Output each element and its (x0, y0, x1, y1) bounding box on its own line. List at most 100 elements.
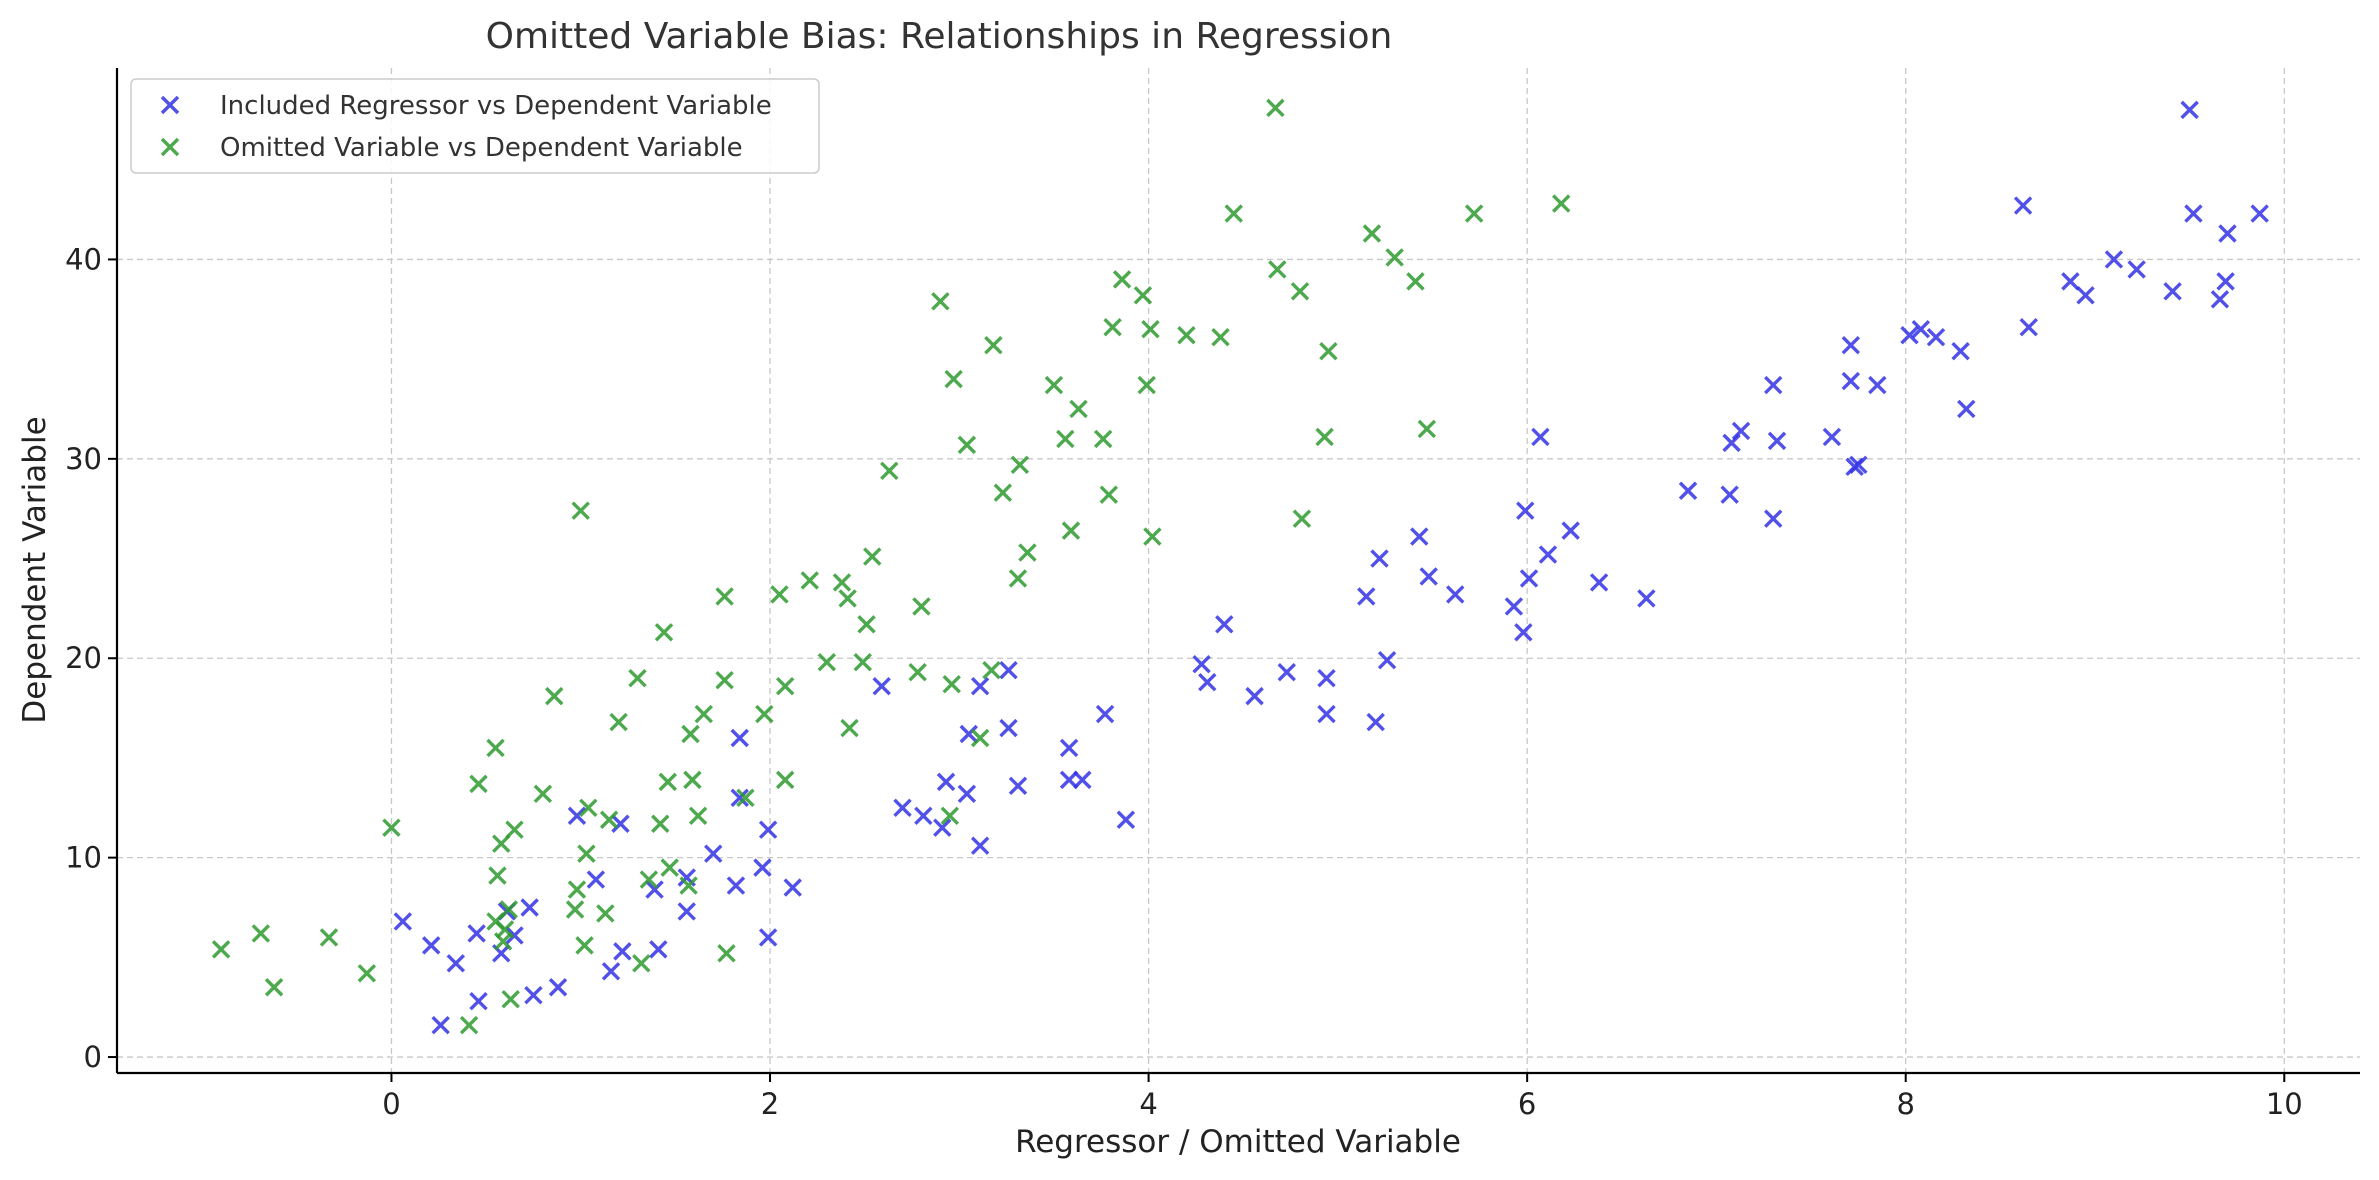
data-point (681, 724, 700, 744)
data-point (1385, 248, 1404, 267)
data-point (840, 718, 859, 738)
data-point (800, 571, 819, 590)
data-point (736, 788, 755, 808)
data-point (1637, 589, 1656, 608)
data-point (1290, 282, 1310, 301)
data-point (571, 501, 590, 520)
data-point (649, 940, 668, 959)
data-point (1069, 399, 1088, 419)
data-point (579, 798, 598, 817)
data-point (1268, 260, 1287, 279)
data-point (1561, 521, 1580, 540)
y-tick-label: 30 (65, 442, 102, 476)
data-point (505, 926, 524, 945)
data-point (1315, 427, 1334, 447)
data-point (548, 978, 568, 997)
data-point (1841, 335, 1861, 355)
y-tick-label: 40 (65, 242, 102, 276)
data-point (2180, 100, 2199, 120)
data-point (893, 798, 912, 817)
data-point (694, 704, 713, 724)
data-point (1764, 509, 1783, 528)
data-point (2250, 204, 2269, 223)
data-point (565, 900, 585, 919)
data-point (2163, 282, 2182, 301)
data-point (1103, 318, 1122, 337)
legend-label: Omitted Variable vs Dependent Variable (220, 133, 743, 163)
data-point (1245, 686, 1264, 706)
legend-marker (160, 137, 180, 157)
series-omitted-variable (211, 98, 1571, 1035)
data-point (942, 674, 961, 694)
data-point (1317, 704, 1336, 724)
series-included-regressor (393, 100, 2269, 1035)
data-point (567, 806, 587, 825)
data-point (683, 770, 702, 790)
data-point (677, 902, 696, 921)
data-point (1589, 573, 1609, 592)
data-point (211, 940, 231, 959)
data-point (1552, 194, 1571, 213)
data-point (758, 820, 778, 839)
data-point (1516, 501, 1535, 520)
data-point (1141, 320, 1160, 339)
data-point (1446, 585, 1465, 604)
data-point (1010, 455, 1030, 475)
data-point (957, 784, 977, 804)
x-tick-label: 2 (761, 1087, 779, 1121)
data-point (755, 704, 774, 724)
data-point (1957, 399, 1976, 419)
data-point (492, 834, 511, 853)
data-point (1900, 325, 1919, 345)
data-point (1722, 433, 1741, 453)
data-point (999, 718, 1018, 738)
data-point (2127, 260, 2146, 279)
data-point (1133, 286, 1153, 305)
data-point (717, 944, 736, 963)
data-point (575, 936, 594, 955)
data-point (1370, 549, 1389, 568)
data-point (658, 772, 678, 792)
data-point (264, 978, 284, 997)
data-point (857, 615, 876, 634)
data-point (936, 772, 956, 792)
legend-box (130, 78, 820, 174)
data-point (970, 836, 990, 855)
data-point (688, 806, 708, 825)
data-point (1198, 672, 1217, 692)
data-point (467, 924, 486, 943)
data-point (730, 728, 749, 748)
data-point (984, 335, 1003, 355)
data-point (775, 770, 795, 790)
data-point (1008, 776, 1028, 796)
data-point (393, 912, 413, 931)
data-point (1678, 481, 1698, 500)
data-point (1822, 427, 1842, 447)
data-point (730, 788, 749, 808)
data-point (1277, 662, 1296, 682)
data-point (2076, 286, 2095, 305)
data-point (431, 1015, 450, 1035)
data-point (486, 738, 505, 758)
data-point (970, 676, 990, 696)
data-point (1266, 98, 1285, 118)
data-point (715, 670, 734, 690)
data-point (545, 686, 564, 706)
data-point (1926, 327, 1946, 347)
data-point (524, 986, 543, 1005)
data-point (1514, 623, 1533, 642)
data-point (982, 660, 1001, 680)
axes (115, 68, 2360, 1075)
data-point (914, 806, 933, 825)
data-point (758, 928, 778, 947)
data-point (775, 676, 795, 696)
data-point (817, 653, 837, 672)
data-point (1044, 375, 1064, 395)
data-point (853, 653, 872, 672)
data-point (1841, 371, 1861, 391)
x-tick-label: 8 (1896, 1087, 1914, 1121)
data-point (1192, 655, 1211, 674)
data-point (1767, 431, 1787, 451)
grid-lines (117, 68, 2360, 1073)
